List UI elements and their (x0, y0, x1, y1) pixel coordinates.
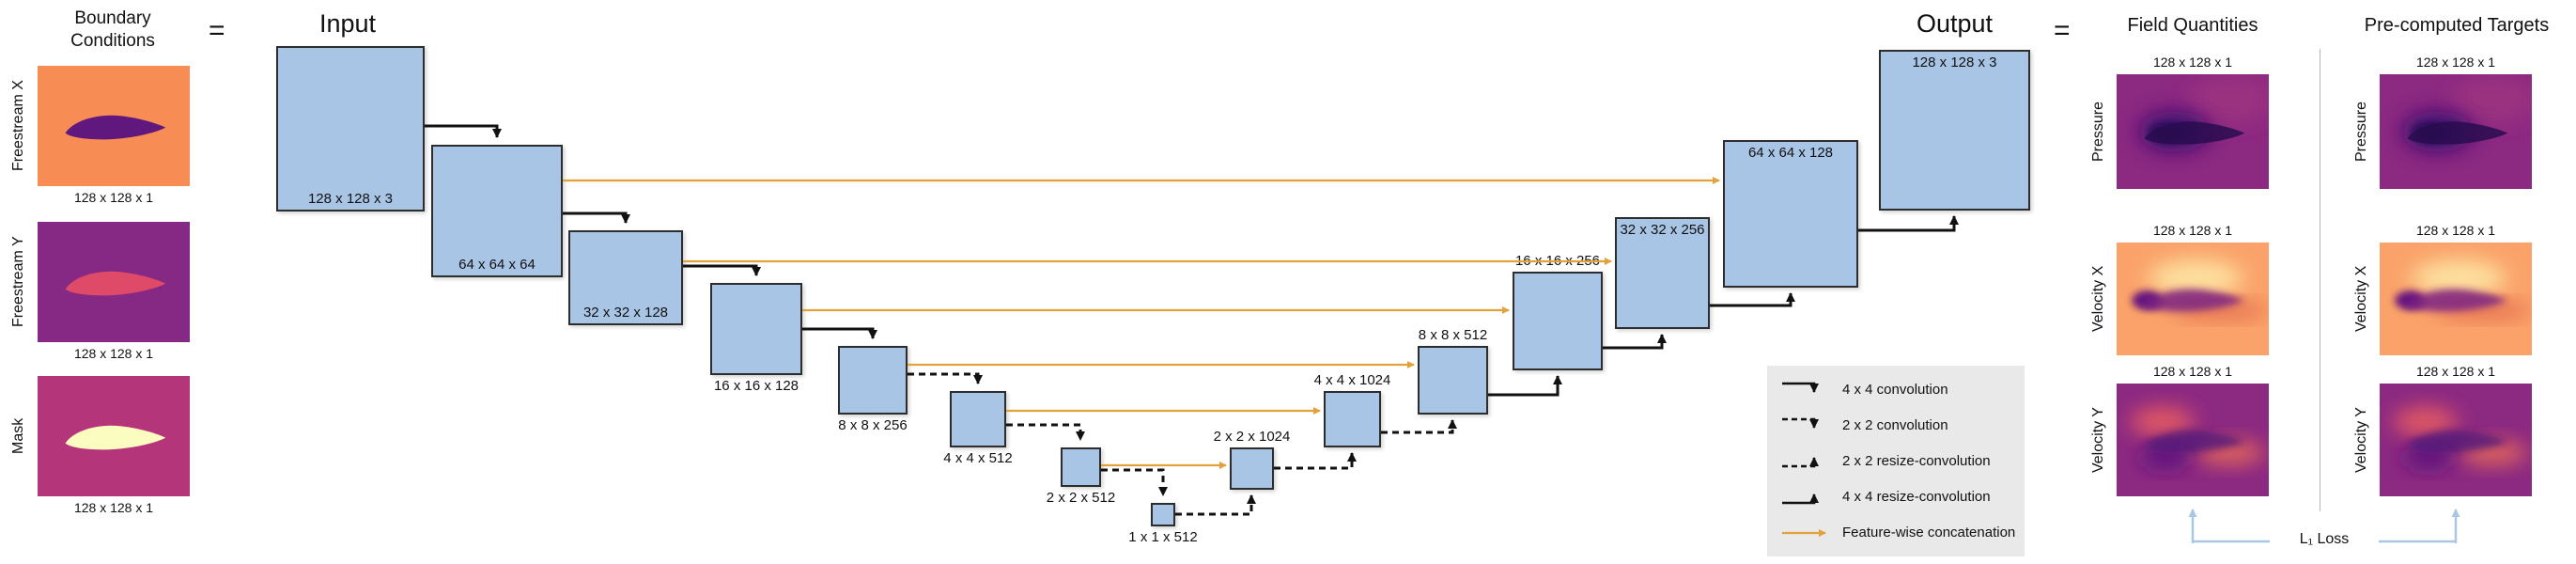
layer-dims: 8 x 8 x 512 (1418, 327, 1488, 343)
conv-arrow-down (802, 327, 877, 339)
target-velocity-y-caption: 128 x 128 x 1 (2415, 364, 2496, 379)
legend-box: 4 x 4 convolution 2 x 2 convolution 2 x … (1767, 366, 2025, 556)
layer-dims: 16 x 16 x 128 (713, 378, 799, 394)
field-velocity-x-label: Velocity X (2090, 265, 2106, 333)
resize-conv-arrow-up-dashed (1274, 452, 1357, 470)
precomputed-targets-title: Pre-computed Targets (2364, 15, 2550, 36)
layer-dims: 4 x 4 x 1024 (1313, 372, 1391, 388)
field-velocity-y-caption: 128 x 128 x 1 (2152, 364, 2233, 379)
legend-row-resize4: 4 x 4 resize-convolution (1778, 485, 2025, 509)
conv-arrow-down (683, 264, 761, 276)
unet-layer-dec6: 64 x 64 x 128 (1723, 140, 1858, 288)
conv-arrow-down-dashed (908, 372, 983, 384)
field-pressure-label: Pressure (2090, 101, 2106, 163)
target-velocity-x-label: Velocity X (2353, 265, 2369, 333)
layer-dims: 32 x 32 x 256 (1620, 222, 1705, 238)
freestream-y-caption: 128 x 128 x 1 (73, 346, 154, 361)
unet-layer-input: 128 x 128 x 3 (276, 46, 425, 212)
conv2-arrow-icon (1782, 417, 1819, 430)
unet-layer-dec1: 2 x 2 x 1024 (1214, 429, 1290, 490)
unet-layer-enc5: 4 x 4 x 512 (943, 391, 1013, 466)
layer-dims: 4 x 4 x 512 (943, 450, 1013, 466)
conv-arrow-down (563, 212, 630, 224)
unet-layer-enc1: 64 x 64 x 64 (431, 145, 563, 277)
resize2-arrow-icon (1782, 457, 1819, 468)
layer-dims: 64 x 64 x 64 (458, 257, 535, 273)
legend-row-concat: Feature-wise concatenation (1778, 521, 2025, 545)
layer-dims: 128 x 128 x 3 (307, 191, 394, 207)
layer-dims: 1 x 1 x 512 (1128, 529, 1198, 545)
legend-label: 2 x 2 resize-convolution (1842, 452, 1991, 469)
concat-line-icon (1782, 528, 1826, 537)
unet-layer-enc3: 16 x 16 x 128 (710, 283, 802, 394)
field-quantities-title: Field Quantities (2127, 15, 2258, 36)
field-velocity-y-label: Velocity Y (2090, 407, 2106, 473)
field-velocity-x-caption: 128 x 128 x 1 (2152, 223, 2233, 238)
unet-layer-enc2: 32 x 32 x 128 (568, 230, 683, 325)
field-pressure-caption: 128 x 128 x 1 (2152, 55, 2233, 70)
resize-conv-arrow-up (1710, 292, 1795, 307)
legend-label: 4 x 4 convolution (1842, 381, 1948, 398)
mask-image (38, 376, 190, 496)
output-label: Output (1916, 9, 1994, 38)
boundary-title-line1: Boundary (74, 8, 151, 28)
legend-label: 4 x 4 resize-convolution (1842, 489, 1991, 506)
conv-arrow-down (425, 124, 502, 138)
boundary-conditions-title: Boundary Conditions (19, 8, 207, 53)
field-velocity-x-image (2117, 243, 2269, 355)
mask-label: Mask (10, 417, 26, 455)
equals-sign-left: = (209, 15, 225, 46)
legend-label: Feature-wise concatenation (1842, 525, 2016, 541)
conv-arrow-down-dashed (1006, 423, 1085, 441)
target-pressure-image (2380, 74, 2532, 189)
field-velocity-y-image (2117, 384, 2269, 496)
unet-layer-enc4: 8 x 8 x 256 (838, 346, 908, 433)
equals-sign-right: = (2054, 15, 2071, 46)
freestream-x-label: Freestream X (10, 80, 26, 172)
unet-layer-enc6: 2 x 2 x 512 (1047, 447, 1115, 506)
unet-layer-dec5: 32 x 32 x 256 (1615, 217, 1710, 329)
legend-row-conv2: 2 x 2 convolution (1778, 413, 2025, 437)
unet-layer-dec4: 16 x 16 x 256 (1513, 253, 1603, 370)
mask-caption: 128 x 128 x 1 (73, 500, 154, 515)
layer-dims: 64 x 64 x 128 (1747, 145, 1834, 161)
legend-label: 2 x 2 convolution (1842, 416, 1948, 433)
boundary-title-line2: Conditions (70, 30, 155, 51)
target-velocity-x-image (2380, 243, 2532, 355)
resize-conv-arrow-up-dashed (1381, 419, 1457, 434)
unet-layer-output: 128 x 128 x 3 (1879, 50, 2030, 211)
layer-dims: 2 x 2 x 1024 (1213, 429, 1291, 445)
layer-dims: 16 x 16 x 256 (1514, 253, 1601, 269)
unet-layer-dec2: 4 x 4 x 1024 (1314, 372, 1390, 447)
field-pressure-image (2117, 74, 2269, 189)
layer-dims: 8 x 8 x 256 (838, 417, 908, 433)
resize-conv-arrow-up (1488, 375, 1562, 397)
target-velocity-y-label: Velocity Y (2353, 407, 2369, 473)
l1-loss-label: L₁ Loss (2270, 530, 2379, 549)
input-label: Input (319, 9, 377, 38)
conv4-arrow-icon (1782, 382, 1819, 394)
target-pressure-caption: 128 x 128 x 1 (2415, 55, 2496, 70)
target-pressure-label: Pressure (2353, 101, 2369, 163)
layer-dims: 2 x 2 x 512 (1046, 490, 1116, 506)
resize-conv-arrow-up-dashed (1175, 494, 1256, 516)
freestream-y-label: Freestream Y (10, 236, 26, 328)
resize-conv-arrow-up (1858, 215, 1959, 232)
resize4-arrow-icon (1782, 493, 1819, 504)
legend-row-conv4: 4 x 4 convolution (1778, 377, 2025, 401)
unet-layer-bottleneck: 1 x 1 x 512 (1128, 503, 1198, 545)
target-velocity-y-image (2380, 384, 2532, 496)
freestream-y-image (38, 222, 190, 342)
resize-conv-arrow-up (1603, 334, 1667, 350)
legend-row-resize2: 2 x 2 resize-convolution (1778, 448, 2025, 473)
layer-dims: 128 x 128 x 3 (1912, 55, 1997, 70)
freestream-x-image (38, 66, 190, 186)
layer-dims: 32 x 32 x 128 (582, 305, 669, 321)
target-velocity-x-caption: 128 x 128 x 1 (2415, 223, 2496, 238)
freestream-x-caption: 128 x 128 x 1 (73, 190, 154, 205)
unet-layer-dec3: 8 x 8 x 512 (1418, 327, 1488, 415)
